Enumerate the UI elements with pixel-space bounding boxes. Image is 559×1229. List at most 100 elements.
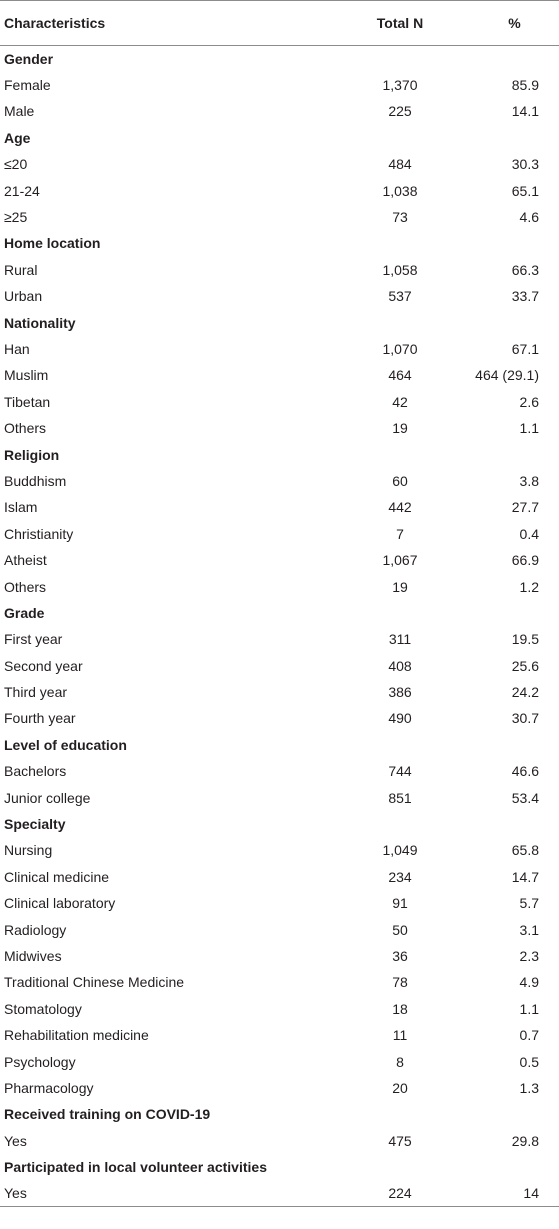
row-label: Third year [4,684,68,701]
percent-cell: 0.5 [519,1053,539,1070]
percent-cell [470,732,559,758]
table-row: Others 19 1.1 [0,415,559,441]
table-row: Second year 408 25.6 [0,652,559,678]
section-header-row: Received training on COVID-19 [0,1101,559,1127]
percent-cell: 5.7 [519,895,539,912]
percent-cell: 0.4 [519,525,539,542]
percent-cell: 14.7 [511,868,539,885]
total-n-cell [330,811,470,837]
section-label: Nationality [4,314,76,331]
row-label: Bachelors [4,763,67,780]
percent-cell: 464 (29.1) [475,367,539,384]
percent-cell: 65.1 [511,182,539,199]
row-label: Pharmacology [4,1079,94,1096]
header-characteristics: Characteristics [0,0,330,46]
table-row: Nursing 1,049 65.8 [0,837,559,863]
total-n-cell [330,46,470,72]
section-label: Gender [4,50,54,67]
row-label: ≤20 [4,156,28,173]
header-total-n: Total N [330,0,470,46]
row-label: Rural [4,261,38,278]
row-label: Tibetan [4,393,51,410]
percent-cell: 27.7 [511,499,539,516]
percent-cell: 24.2 [511,684,539,701]
total-n-cell: 78 [392,974,408,991]
total-n-cell: 50 [392,921,408,938]
table-row: Midwives 36 2.3 [0,943,559,969]
row-label: Male [4,103,35,120]
table-row: Clinical medicine 234 14.7 [0,864,559,890]
row-label: 21-24 [4,182,40,199]
percent-cell: 4.9 [519,974,539,991]
percent-cell: 25.6 [511,657,539,674]
percent-cell: 3.1 [519,921,539,938]
row-label: Midwives [4,947,62,964]
total-n-cell: 442 [388,499,412,516]
row-label: Urban [4,288,43,305]
row-label: Atheist [4,552,47,569]
row-label: Clinical medicine [4,868,110,885]
percent-cell [470,1154,559,1180]
percent-cell: 33.7 [511,288,539,305]
percent-cell: 0.7 [519,1027,539,1044]
section-header-row: Nationality [0,309,559,335]
total-n-cell: 490 [388,710,412,727]
total-n-cell: 311 [388,631,412,648]
total-n-cell: 20 [392,1079,408,1096]
percent-cell: 1.1 [519,1000,539,1017]
percent-cell: 66.9 [511,552,539,569]
row-label: First year [4,631,63,648]
percent-cell [470,125,559,151]
percent-cell [470,46,559,72]
total-n-cell [330,125,470,151]
table-row: Traditional Chinese Medicine 78 4.9 [0,969,559,995]
header-percent: % [470,0,559,46]
total-n-cell: 744 [388,763,412,780]
table-row: Junior college 851 53.4 [0,784,559,810]
table-row: Clinical laboratory 91 5.7 [0,890,559,916]
row-label: Psychology [4,1053,76,1070]
section-header-row: Gender [0,46,559,72]
table-row: Yes 224 14 [0,1180,559,1208]
row-label: Muslim [4,367,49,384]
total-n-cell: 18 [392,1000,408,1017]
row-label: Christianity [4,525,74,542]
section-label: Participated in local volunteer activiti… [4,1159,267,1176]
percent-cell [470,441,559,467]
percent-cell: 3.8 [519,472,539,489]
section-header-row: Home location [0,230,559,256]
total-n-cell: 36 [392,947,408,964]
percent-cell: 1.3 [519,1079,539,1096]
total-n-cell: 19 [392,420,408,437]
section-header-row: Religion [0,441,559,467]
total-n-cell: 475 [388,1132,412,1149]
header-row: Characteristics Total N % [0,0,559,46]
table-row: Buddhism 60 3.8 [0,468,559,494]
section-label: Home location [4,235,101,252]
table-row: 21-24 1,038 65.1 [0,177,559,203]
table-row: Islam 442 27.7 [0,494,559,520]
row-label: Junior college [4,789,91,806]
total-n-cell: 234 [388,868,412,885]
total-n-cell: 7 [396,525,404,542]
total-n-cell: 225 [388,103,412,120]
section-label: Age [4,129,31,146]
table-row: ≤20 484 30.3 [0,151,559,177]
total-n-cell [330,600,470,626]
total-n-cell: 1,038 [382,182,418,199]
total-n-cell [330,732,470,758]
row-label: Yes [4,1132,27,1149]
section-header-row: Age [0,125,559,151]
table-row: Third year 386 24.2 [0,679,559,705]
row-label: Islam [4,499,38,516]
row-label: Han [4,340,30,357]
table-row: Stomatology 18 1.1 [0,996,559,1022]
row-label: Stomatology [4,1000,82,1017]
percent-cell: 85.9 [511,77,539,94]
row-label: Nursing [4,842,53,859]
row-label: ≥25 [4,209,28,226]
row-label: Female [4,77,51,94]
row-label: Others [4,420,47,437]
